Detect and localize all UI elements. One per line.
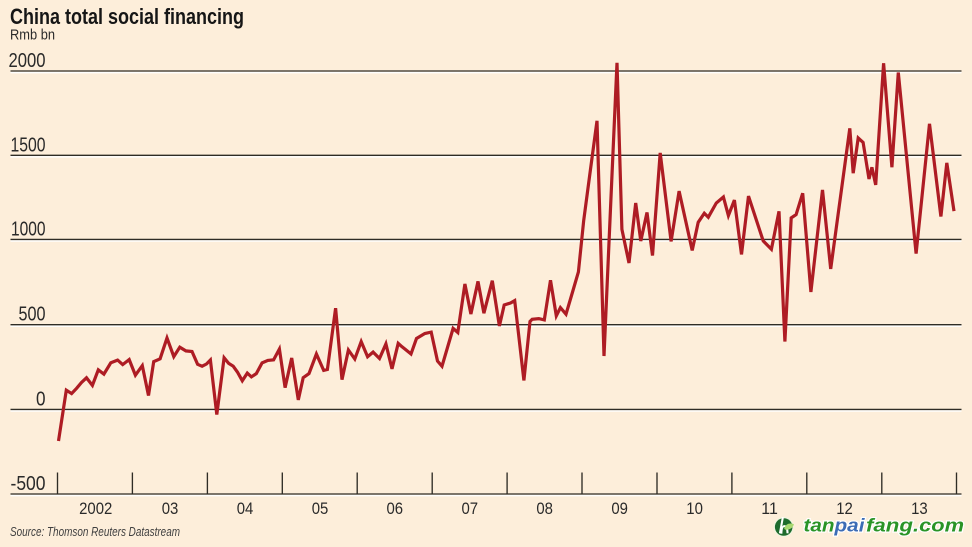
svg-text:05: 05 (312, 499, 329, 518)
svg-text:Rmb bn: Rmb bn (10, 27, 55, 44)
svg-text:Source: Thomson Reuters Datast: Source: Thomson Reuters Datastream (10, 524, 180, 539)
svg-text:13: 13 (911, 499, 928, 518)
svg-text:03: 03 (162, 499, 179, 518)
svg-text:08: 08 (536, 499, 553, 518)
svg-text:China total social financing: China total social financing (10, 4, 244, 29)
svg-text:12: 12 (836, 499, 853, 518)
svg-text:11: 11 (761, 499, 778, 518)
svg-text:-500: -500 (11, 473, 46, 495)
svg-text:10: 10 (686, 499, 703, 518)
svg-text:500: 500 (19, 304, 46, 326)
svg-text:1500: 1500 (11, 134, 46, 156)
svg-text:tanpaifang.com: tanpaifang.com (804, 516, 965, 536)
svg-text:2000: 2000 (9, 50, 46, 72)
svg-text:09: 09 (611, 499, 628, 518)
svg-text:07: 07 (462, 499, 479, 518)
svg-text:0: 0 (36, 388, 46, 410)
svg-text:04: 04 (237, 499, 254, 518)
svg-text:1000: 1000 (11, 218, 46, 240)
svg-text:2002: 2002 (79, 499, 112, 518)
svg-text:06: 06 (387, 499, 404, 518)
